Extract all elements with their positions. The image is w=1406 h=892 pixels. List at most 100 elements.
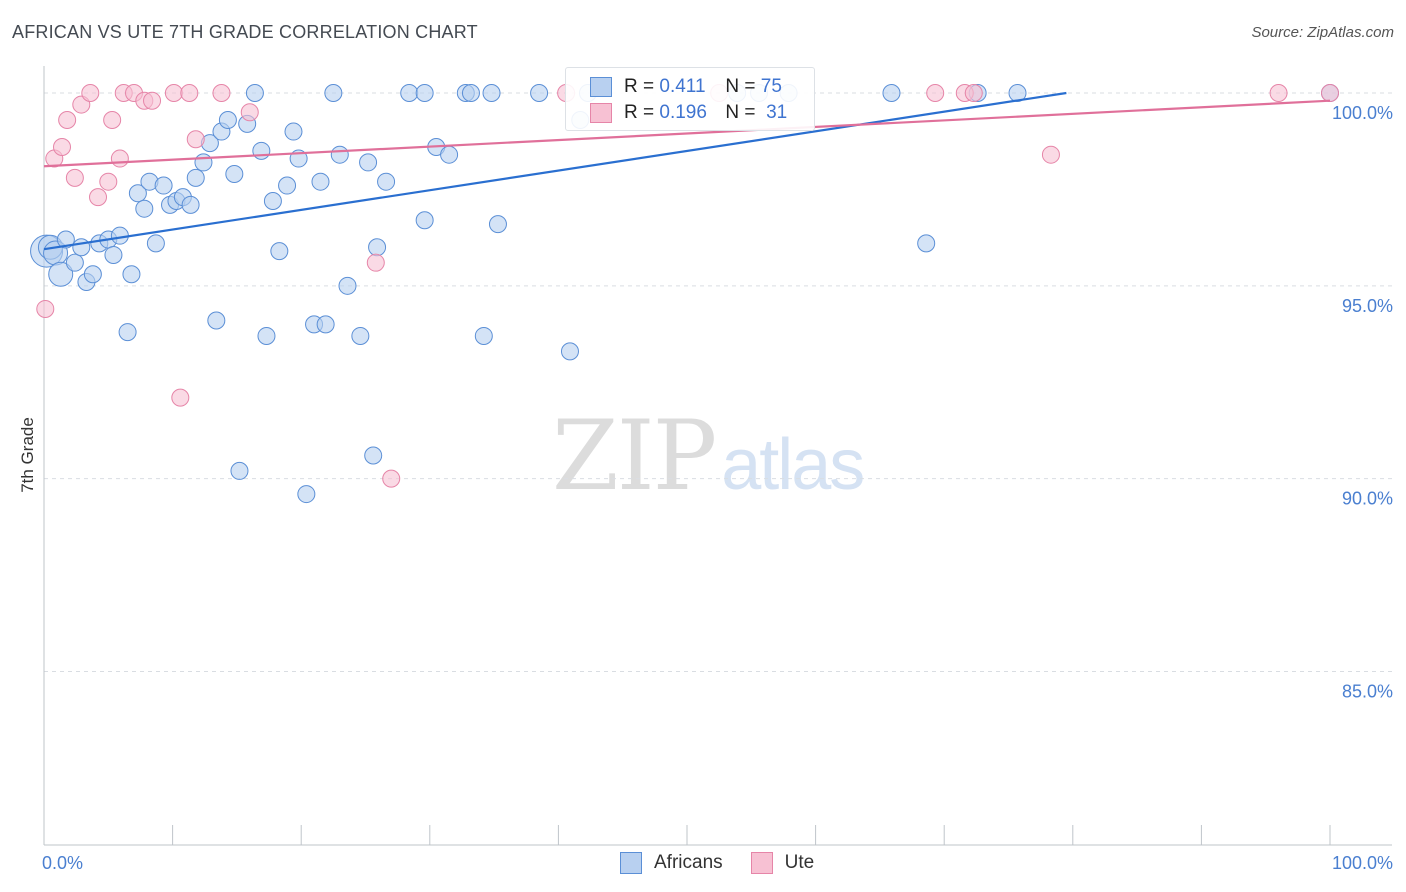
africans-point [415, 211, 434, 230]
africans-point [122, 265, 141, 284]
ute-swatch [590, 103, 612, 123]
africans-point [311, 172, 330, 191]
africans-point [186, 168, 205, 187]
africans-point [488, 215, 507, 234]
africans-point [225, 164, 244, 183]
africans-point [882, 83, 901, 102]
ute-point [99, 172, 118, 191]
africans-legend-swatch [620, 852, 642, 874]
africans-point [48, 261, 74, 287]
africans-swatch [590, 77, 612, 97]
ute-point [58, 110, 77, 129]
africans-point [154, 176, 173, 195]
ute-legend-label: Ute [784, 852, 815, 873]
ute-point [110, 149, 129, 168]
africans-point [377, 172, 396, 191]
africans-point [440, 145, 459, 164]
africans-point [297, 485, 316, 504]
africans-r-value: 0.411 [659, 76, 706, 97]
ute-point [81, 83, 100, 102]
africans-point [351, 326, 370, 345]
africans-point [118, 323, 137, 342]
africans-point [218, 110, 237, 129]
africans-point [230, 461, 249, 480]
ute-point [103, 110, 122, 129]
ute-point [240, 103, 259, 122]
africans-point [252, 141, 271, 160]
ute-point [964, 83, 983, 102]
y-axis-label: 7th Grade [18, 417, 37, 493]
africans-point [135, 199, 154, 218]
africans-point [104, 245, 123, 264]
africans-point [364, 446, 383, 465]
x-tick-label: 0.0% [42, 853, 83, 873]
watermark-zip: ZIP [552, 400, 717, 512]
ute-point [212, 83, 231, 102]
legend-row-ute: R = 0.196 N = 31 [590, 101, 787, 125]
africans-point [72, 238, 91, 257]
y-tick-label: 85.0% [1342, 681, 1393, 701]
africans-point [207, 311, 226, 330]
correlation-legend: R = 0.411 N = 75 R = 0.196 N = 31 [565, 67, 815, 131]
watermark: ZIPatlas [552, 400, 865, 512]
africans-point [278, 176, 297, 195]
ute-point [143, 91, 162, 110]
africans-legend-label: Africans [654, 852, 723, 873]
africans-trend-line [43, 91, 1067, 251]
ute-point [36, 299, 55, 318]
ute-point [65, 168, 84, 187]
africans-point [65, 253, 84, 272]
ute-n-label: N = [725, 102, 756, 123]
africans-point [482, 83, 501, 102]
africans-point [316, 315, 335, 334]
africans-point [400, 83, 419, 102]
ute-r-value: 0.196 [659, 102, 707, 123]
ute-point [1041, 145, 1060, 164]
ute-point [53, 137, 72, 156]
africans-point [917, 234, 936, 253]
x-tick-label: 100.0% [1332, 853, 1393, 873]
ute-r-label: R = [624, 102, 655, 123]
ute-trend-line [43, 99, 1331, 168]
africans-point [181, 195, 200, 214]
source-label: Source: ZipAtlas.com [1251, 24, 1394, 41]
africans-n-value: 75 [760, 76, 782, 97]
series-legend: Africans Ute [620, 852, 842, 874]
ute-point [366, 253, 385, 272]
ute-legend-swatch [750, 852, 773, 874]
africans-point [284, 122, 303, 141]
y-tick-label: 90.0% [1342, 489, 1393, 509]
africans-point [270, 242, 289, 261]
legend-item-africans: Africans [620, 852, 723, 874]
africans-point [359, 153, 378, 172]
ute-point [180, 83, 199, 102]
y-tick-label: 100.0% [1332, 103, 1393, 123]
africans-point [530, 83, 549, 102]
africans-point [560, 342, 579, 361]
africans-point [56, 230, 75, 249]
ute-point [89, 188, 108, 207]
africans-point [338, 276, 357, 295]
ute-point [171, 388, 190, 407]
y-tick-label: 95.0% [1342, 296, 1393, 316]
africans-point [146, 234, 165, 253]
legend-item-ute: Ute [750, 852, 815, 874]
ute-point [382, 469, 401, 488]
africans-point [368, 238, 387, 257]
ute-n-value: 31 [766, 102, 788, 123]
africans-point [128, 184, 147, 203]
legend-row-africans: R = 0.411 N = 75 [590, 75, 782, 99]
africans-point [194, 153, 213, 172]
africans-point [257, 326, 276, 345]
ute-point [926, 83, 945, 102]
watermark-atlas: atlas [721, 425, 865, 505]
africans-point [245, 83, 264, 102]
africans-r-label: R = [624, 76, 655, 97]
africans-point [461, 83, 480, 102]
africans-point [415, 83, 434, 102]
ute-point [164, 83, 183, 102]
ute-point [186, 130, 205, 149]
africans-point [83, 265, 102, 284]
africans-point [330, 145, 349, 164]
